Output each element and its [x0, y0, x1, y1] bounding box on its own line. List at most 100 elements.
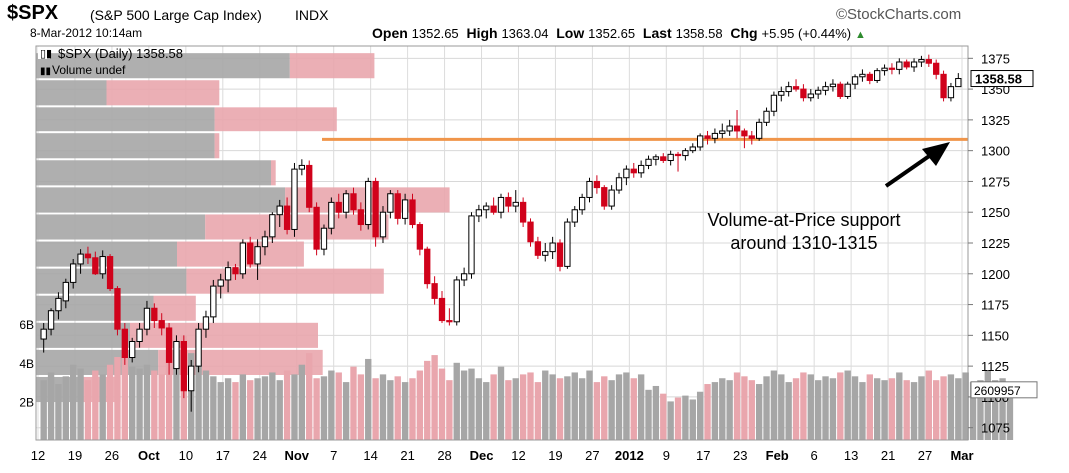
volume-bar — [947, 374, 955, 440]
open-label: Open — [372, 25, 408, 41]
candle — [564, 218, 571, 269]
candle — [77, 249, 84, 274]
candle — [785, 81, 792, 97]
time-tick-label: 24 — [253, 448, 267, 463]
candle — [866, 71, 873, 85]
candle-body — [623, 168, 630, 179]
candle — [365, 177, 372, 230]
volume-bar — [416, 370, 424, 440]
candle — [645, 155, 652, 170]
candle — [92, 251, 99, 276]
candle-body — [881, 67, 888, 72]
candle-body — [401, 199, 409, 219]
candle — [756, 118, 763, 141]
candle-body — [505, 196, 512, 207]
candle-body — [106, 256, 114, 290]
volume-bar — [409, 378, 416, 440]
volume-bar — [925, 370, 932, 440]
volume-bar — [814, 380, 822, 440]
candle-body — [733, 125, 741, 132]
vap-up-bar — [36, 80, 107, 106]
candle-body — [55, 297, 62, 312]
candle — [379, 206, 387, 243]
candle-body — [837, 83, 844, 97]
vap-down-bar — [271, 160, 276, 186]
candle — [519, 197, 527, 227]
candle — [313, 202, 320, 256]
volume-bar — [962, 372, 969, 440]
annotation: Volume-at-Price support around 1310-1315 — [707, 142, 950, 253]
volume-bar — [792, 378, 800, 440]
volume-bar — [696, 391, 704, 440]
candle — [903, 59, 910, 70]
volume-bar — [969, 382, 977, 440]
candle-body — [741, 130, 748, 137]
volume-bar — [143, 364, 151, 440]
candle — [748, 130, 755, 145]
volume-bar — [438, 368, 446, 440]
volume-bar — [173, 366, 180, 440]
volume-bar — [239, 374, 247, 440]
candle-body — [129, 341, 136, 359]
candle — [129, 337, 136, 363]
candle-body — [306, 164, 313, 208]
volume-bar — [365, 358, 372, 440]
volume-bar — [660, 393, 667, 440]
candle — [571, 206, 578, 227]
candle — [409, 193, 416, 229]
candle — [70, 259, 77, 289]
candle — [261, 230, 269, 256]
volume-bar — [483, 382, 490, 440]
candle — [438, 291, 446, 324]
candle-body — [409, 199, 416, 226]
candle-body — [682, 150, 689, 157]
candle — [291, 162, 298, 237]
volume-bar — [733, 372, 741, 440]
candle-body — [136, 328, 143, 342]
candle — [106, 254, 114, 292]
candle — [195, 323, 202, 373]
candle-body — [512, 201, 519, 207]
candle — [84, 246, 92, 264]
volume-bar — [158, 374, 165, 440]
time-tick-label: 14 — [363, 448, 377, 463]
candle — [822, 81, 829, 96]
volume-bar — [748, 380, 755, 440]
candle-body — [556, 242, 564, 267]
volume-bar — [210, 376, 217, 440]
price-candles — [40, 54, 962, 412]
last-price-box — [970, 70, 1034, 88]
candle-body — [232, 267, 239, 275]
volume-bar — [741, 376, 748, 440]
candle-body — [785, 86, 792, 93]
candle — [483, 202, 490, 219]
candle — [217, 273, 224, 299]
candle-body — [778, 91, 785, 96]
time-tick-label: Mar — [950, 448, 973, 463]
price-tick-label: 1300 — [981, 144, 1010, 159]
candle-body — [888, 67, 896, 70]
volume-bar — [84, 380, 92, 440]
price-tick-label: 1175 — [981, 298, 1009, 313]
candle — [881, 64, 888, 76]
candle — [283, 197, 291, 235]
volume-bar — [888, 378, 896, 440]
volume-bar — [195, 364, 202, 440]
candle — [475, 204, 483, 223]
annotation-arrow — [884, 150, 937, 188]
candle — [512, 190, 519, 213]
volume-bar — [778, 374, 785, 440]
time-tick-label: Oct — [138, 448, 160, 463]
candle — [763, 107, 770, 127]
price-tick-label: 1200 — [981, 267, 1010, 282]
candle — [143, 300, 151, 336]
time-tick-label: 21 — [400, 448, 414, 463]
candle — [335, 193, 342, 219]
low-label: Low — [556, 25, 585, 41]
candle-body — [387, 193, 394, 213]
volume-bar — [556, 378, 564, 440]
vap-up-bar — [36, 133, 215, 159]
candle-body — [320, 227, 328, 250]
volume-bar — [55, 384, 62, 440]
candle — [792, 79, 800, 92]
